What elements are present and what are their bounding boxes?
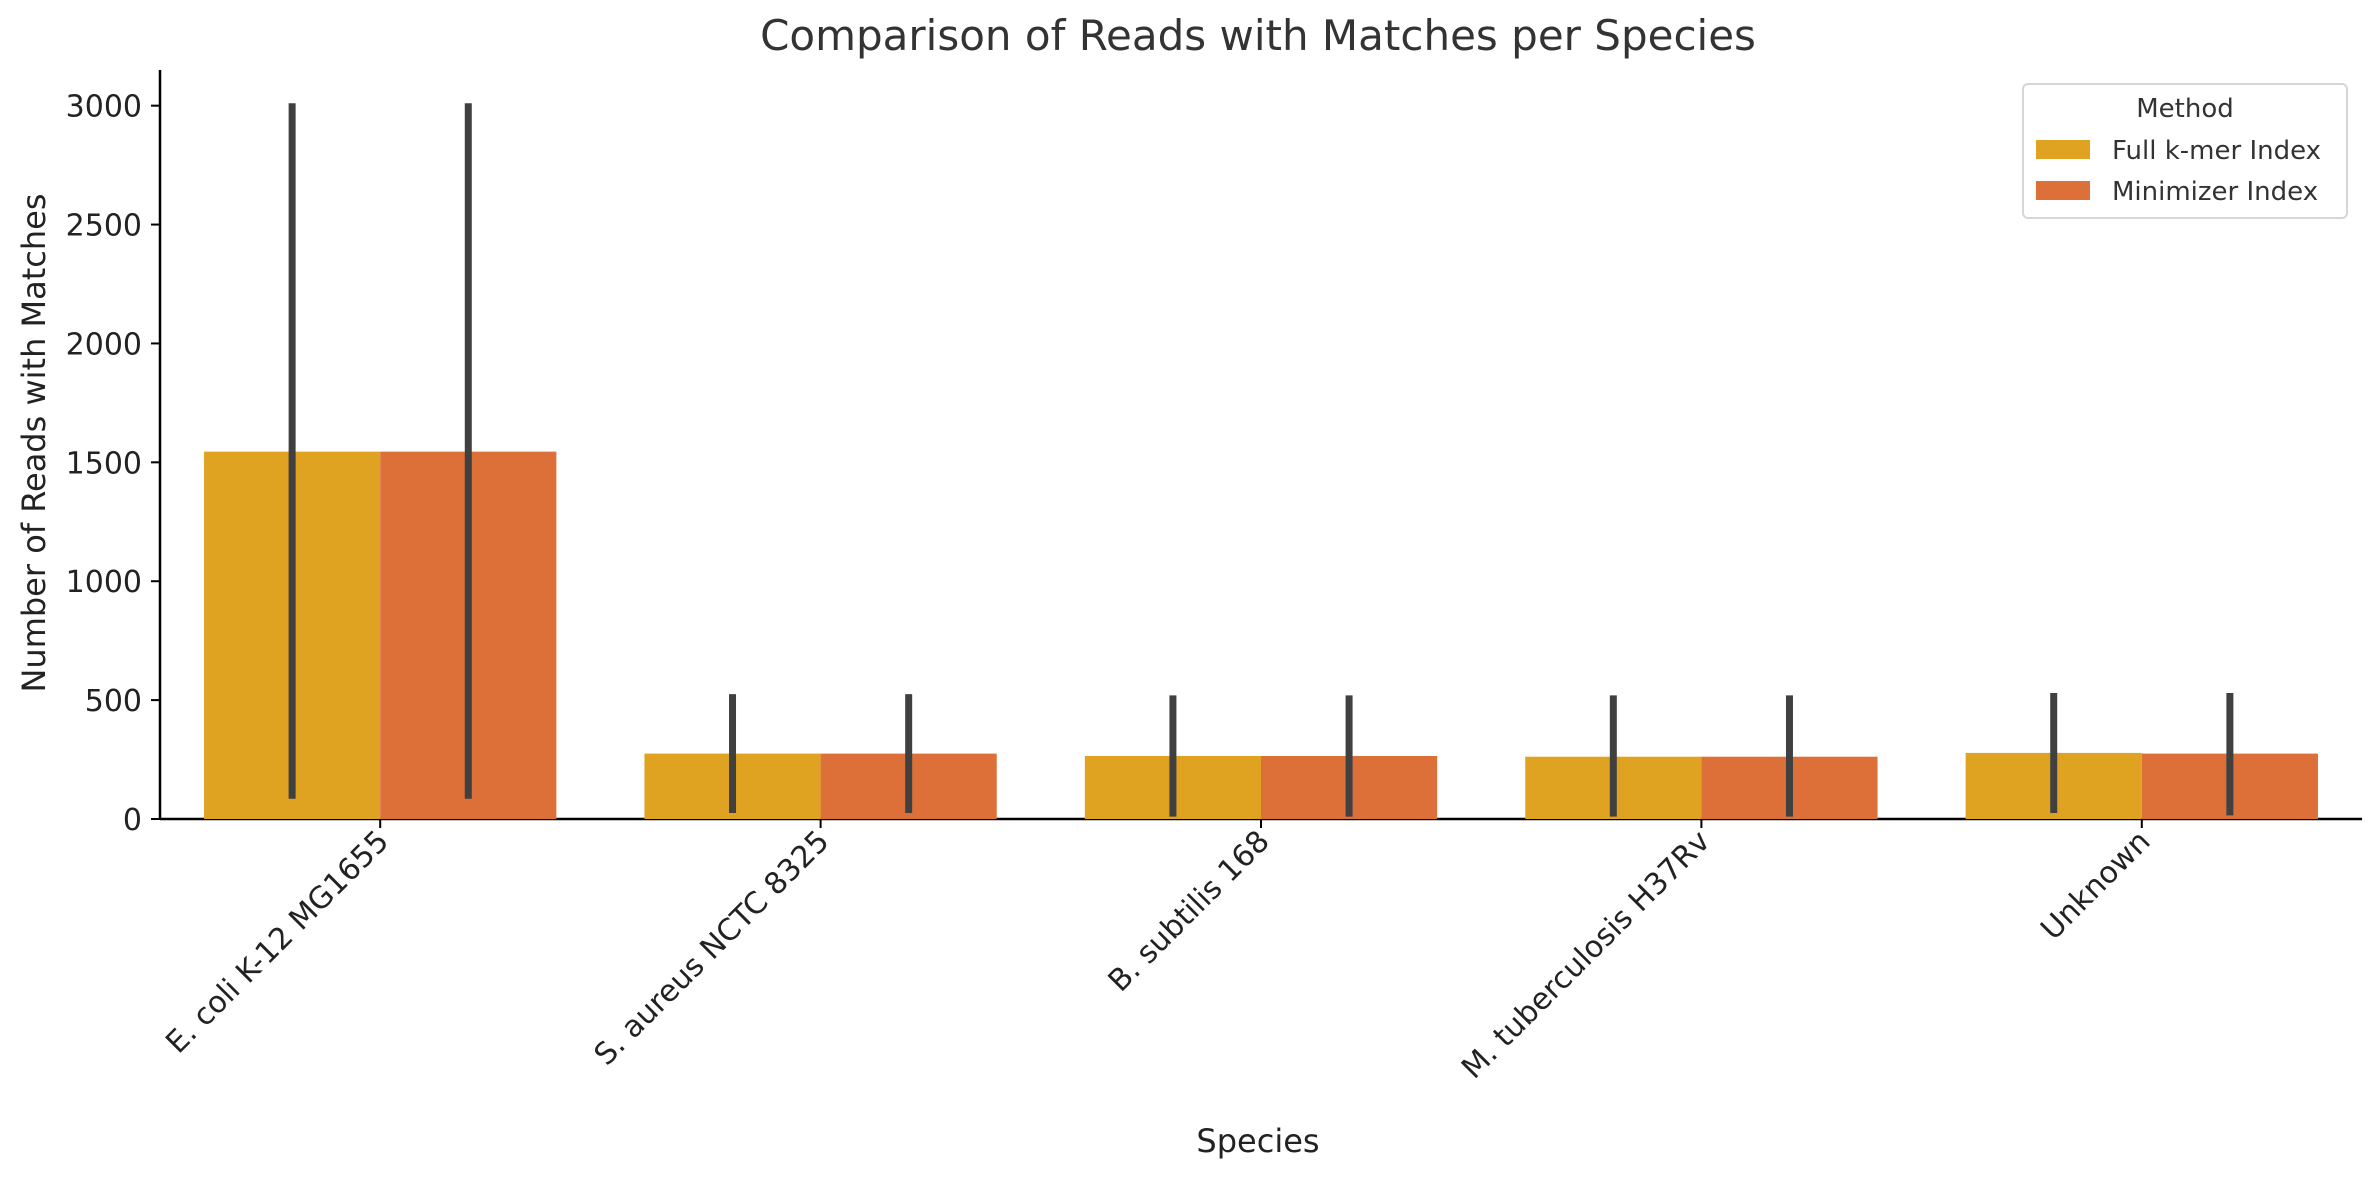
x-axis-ticks: E. coli K-12 MG1655 S. aureus NCTC 8325 B.… <box>159 819 2157 1086</box>
chart-title: Comparison of Reads with Matches per Spe… <box>760 11 1756 60</box>
y-tick-label: 500 <box>85 684 142 719</box>
y-tick-label: 2500 <box>66 209 142 244</box>
x-tick-label-unknown: Unknown <box>2034 824 2157 947</box>
y-tick-label: 3000 <box>66 90 142 125</box>
x-tick-label-s-aureus-nctc-8325: S. aureus NCTC 8325 <box>588 824 837 1073</box>
x-tick-label-m-tuberculosis-h37rv: M. tuberculosis H37Rv <box>1455 824 1717 1086</box>
legend-frame <box>2022 83 2348 219</box>
y-tick-label: 1500 <box>66 446 142 481</box>
y-tick-label: 0 <box>123 803 142 838</box>
legend-label-full-kmer: Full k-mer Index <box>2112 136 2321 166</box>
error-bars <box>288 103 2234 817</box>
legend: Method Full k-mer Index Minimizer Index <box>2022 83 2348 219</box>
bars <box>204 451 2318 819</box>
y-axis-ticks: 0 500 1000 1500 2000 2500 3000 <box>66 90 160 838</box>
legend-swatch-minimizer <box>2036 181 2090 200</box>
x-tick-label-e-coli-k-12-mg1655: E. coli K-12 MG1655 <box>159 824 396 1061</box>
y-axis-title: Number of Reads with Matches <box>15 193 53 692</box>
x-axis-title: Species <box>1196 1122 1319 1160</box>
legend-label-minimizer: Minimizer Index <box>2112 177 2318 207</box>
legend-title: Method <box>2136 94 2234 124</box>
y-tick-label: 1000 <box>66 565 142 600</box>
x-tick-label-b-subtilis-168: B. subtilis 168 <box>1102 824 1277 999</box>
legend-swatch-full-kmer <box>2036 140 2090 159</box>
y-tick-label: 2000 <box>66 327 142 362</box>
